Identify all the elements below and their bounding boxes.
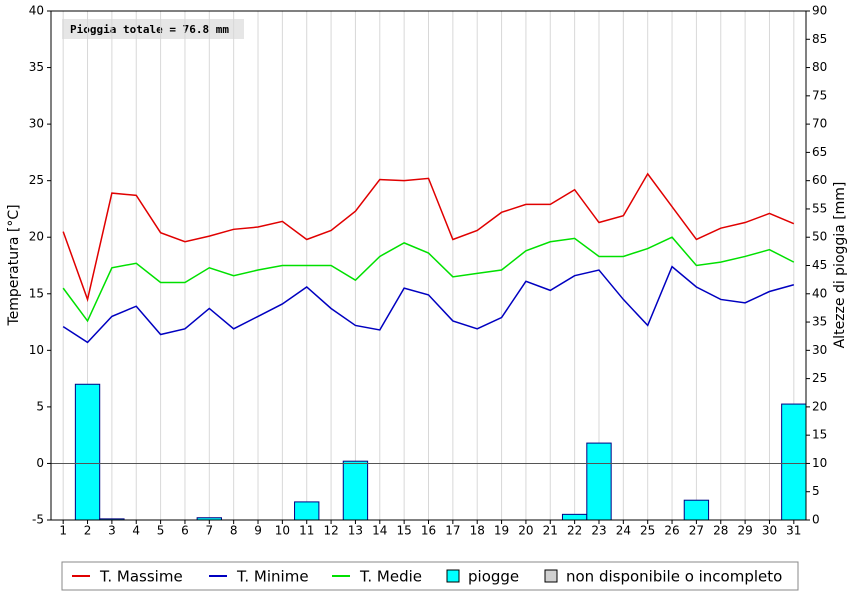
y-tick-label: 30 (29, 117, 44, 131)
x-tick-label: 26 (664, 524, 679, 538)
y2-tick-label: 30 (812, 343, 827, 357)
x-tick-label: 10 (275, 524, 290, 538)
x-tick-label: 14 (372, 524, 387, 538)
legend-label: piogge (468, 568, 519, 586)
y2-tick-label: 0 (812, 513, 820, 527)
x-tick-label: 5 (157, 524, 165, 538)
y-tick-label: 0 (36, 456, 44, 470)
x-tick-label: 7 (205, 524, 213, 538)
x-tick-label: 9 (254, 524, 262, 538)
bar (294, 501, 320, 521)
bar (683, 499, 710, 521)
legend-swatch (544, 569, 558, 583)
x-tick-label: 19 (494, 524, 509, 538)
y2-tick-label: 85 (812, 32, 827, 46)
y2-tick-label: 20 (812, 399, 827, 413)
x-tick-label: 3 (108, 524, 116, 538)
x-tick-label: 29 (737, 524, 752, 538)
y-tick-label: 15 (29, 286, 44, 300)
legend-label: T. Massime (99, 568, 183, 586)
x-tick-label: 6 (181, 524, 189, 538)
line (62, 265, 795, 344)
legend-label: T. Minime (236, 568, 309, 586)
x-tick-label: 27 (689, 524, 704, 538)
y2-tick-label: 55 (812, 201, 827, 215)
y-tick-label: -5 (32, 513, 44, 527)
bar (781, 403, 807, 521)
y2-tick-label: 60 (812, 173, 827, 187)
legend-label: T. Medie (359, 568, 422, 586)
y2-tick-label: 25 (812, 371, 827, 385)
x-tick-label: 17 (445, 524, 460, 538)
y2-tick-label: 70 (812, 117, 827, 131)
x-tick-label: 8 (230, 524, 238, 538)
y2-tick-label: 80 (812, 60, 827, 74)
bar (342, 460, 369, 521)
y2-tick-label: 10 (812, 456, 827, 470)
y2-tick-label: 90 (812, 4, 827, 18)
y-tick-label: 25 (29, 173, 44, 187)
x-tick-label: 22 (567, 524, 582, 538)
y-tick-label: 10 (29, 343, 44, 357)
x-tick-label: 25 (640, 524, 655, 538)
x-tick-label: 16 (421, 524, 436, 538)
x-tick-label: 23 (591, 524, 606, 538)
legend-swatch (446, 569, 460, 583)
y-axis-label: Temperatura [°C] (6, 204, 22, 326)
y-tick-label: 20 (29, 230, 44, 244)
y2-axis-label: Altezze di pioggia [mm] (832, 182, 848, 349)
x-tick-label: 28 (713, 524, 728, 538)
y2-tick-label: 35 (812, 315, 827, 329)
x-tick-label: 20 (518, 524, 533, 538)
x-tick-label: 21 (543, 524, 558, 538)
x-tick-label: 24 (616, 524, 631, 538)
legend-box (61, 561, 799, 591)
y2-tick-label: 65 (812, 145, 827, 159)
x-tick-label: 1 (59, 524, 67, 538)
bar (74, 383, 101, 521)
annotation: Pioggia totale = 76.8 mm (70, 23, 229, 36)
x-tick-label: 31 (786, 524, 801, 538)
y2-tick-label: 75 (812, 88, 827, 102)
bar (586, 442, 612, 521)
x-tick-label: 15 (397, 524, 412, 538)
y-tick-label: 5 (36, 399, 44, 413)
bar (561, 513, 588, 521)
y2-tick-label: 5 (812, 484, 820, 498)
x-tick-label: 12 (323, 524, 338, 538)
legend-label: non disponibile o incompleto (566, 568, 782, 586)
x-tick-label: 30 (762, 524, 777, 538)
x-tick-label: 18 (470, 524, 485, 538)
y-tick-label: 35 (29, 60, 44, 74)
x-tick-label: 13 (348, 524, 363, 538)
y2-tick-label: 45 (812, 258, 827, 272)
x-tick-label: 4 (132, 524, 140, 538)
line (62, 172, 795, 303)
line (62, 236, 795, 323)
x-tick-label: 11 (299, 524, 314, 538)
y2-tick-label: 15 (812, 428, 827, 442)
annotation-box (62, 19, 244, 39)
y-tick-label: 40 (29, 4, 44, 18)
x-tick-label: 2 (84, 524, 92, 538)
y2-tick-label: 40 (812, 286, 827, 300)
y2-tick-label: 50 (812, 230, 827, 244)
